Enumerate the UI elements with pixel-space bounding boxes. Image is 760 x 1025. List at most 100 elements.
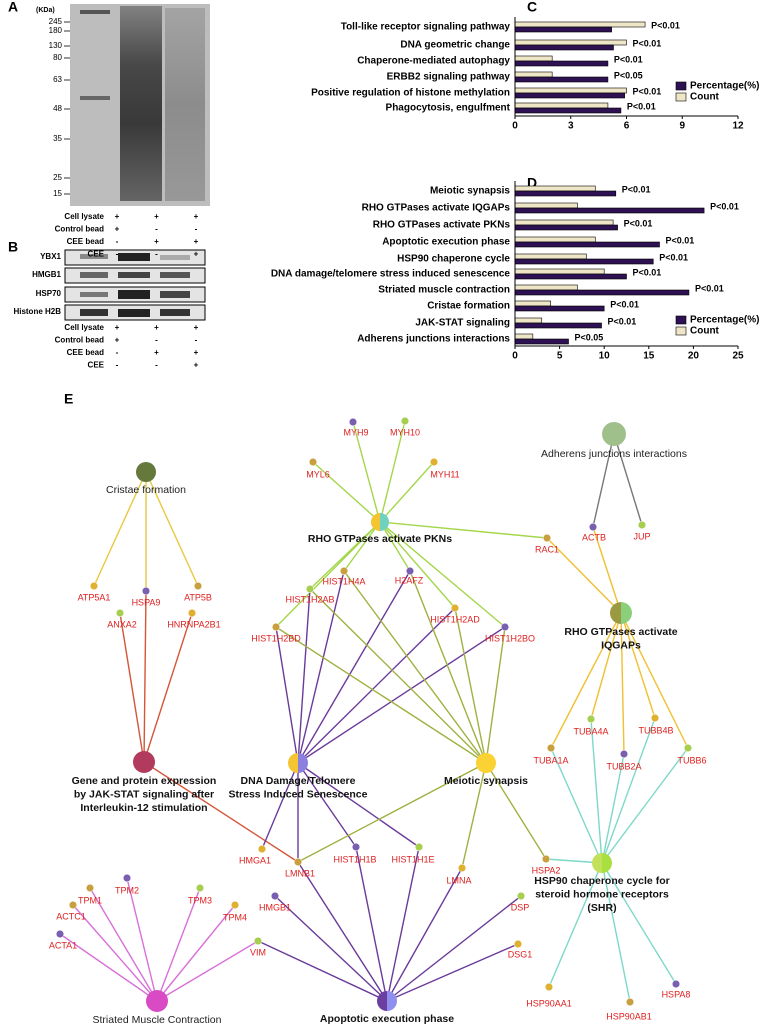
x-tick-label: 0 — [512, 351, 518, 362]
bar — [514, 55, 553, 62]
gene-node — [625, 997, 635, 1007]
pathway-label: Stress Induced Senescence — [229, 788, 368, 800]
protein-label: HSP70 — [36, 289, 62, 298]
bar — [514, 202, 578, 209]
network-edge — [379, 521, 456, 609]
pathway-node — [136, 462, 156, 482]
panel-label: D — [527, 175, 537, 191]
gene-label: HIST1H1B — [333, 854, 376, 864]
network-edge — [379, 521, 411, 572]
legend-swatch — [675, 81, 687, 91]
p-value: P<0.01 — [608, 316, 637, 326]
panel-label: B — [8, 239, 18, 255]
bar — [514, 284, 578, 291]
category-label: HSP90 chaperone cycle — [397, 254, 510, 265]
gene-node — [293, 857, 303, 867]
condition-sign: + — [194, 360, 199, 369]
p-value: P<0.01 — [633, 267, 662, 277]
protein-label: Histone H2B — [13, 307, 61, 316]
gene-node — [516, 891, 526, 901]
pathway-label: Striated Muscle Contraction — [93, 1014, 222, 1025]
network-edge — [352, 421, 381, 523]
network-edge — [275, 626, 299, 764]
gene-label: ATP5B — [184, 592, 212, 602]
network-edge — [355, 846, 388, 1002]
bar — [514, 92, 625, 99]
network-edge — [485, 762, 547, 860]
gene-label: TPM1 — [78, 895, 102, 905]
network-edge — [379, 461, 435, 523]
marker-label: 180 — [49, 26, 63, 35]
condition-sign: + — [194, 249, 199, 258]
p-value: P<0.05 — [575, 332, 604, 342]
network-edge — [601, 717, 656, 864]
gene-label: LMNB1 — [285, 868, 315, 878]
condition-sign: + — [154, 348, 159, 357]
network-edge — [461, 762, 487, 869]
pathway-node — [592, 853, 602, 873]
gene-node — [257, 844, 267, 854]
network-edge — [601, 747, 689, 864]
condition-sign: + — [194, 348, 199, 357]
gene-label: TUBB6 — [677, 755, 706, 765]
gene-node — [683, 743, 693, 753]
pathway-label: (SHR) — [587, 902, 616, 914]
gene-node — [270, 891, 280, 901]
network-edge — [275, 626, 487, 764]
network-edge — [257, 940, 388, 1002]
network-edge — [274, 895, 388, 1002]
bar — [514, 207, 705, 214]
x-tick-label: 12 — [732, 121, 744, 132]
bar — [514, 102, 609, 109]
category-label: DNA geometric change — [400, 40, 510, 51]
bar — [514, 305, 605, 312]
marker-label: 48 — [53, 104, 62, 113]
bar — [514, 185, 596, 192]
network-edge — [343, 521, 381, 572]
condition-sign: - — [155, 249, 158, 258]
gene-node — [671, 979, 681, 989]
network-edge — [613, 433, 643, 526]
network-edge — [386, 846, 420, 1002]
gene-label: HMGB1 — [259, 902, 291, 912]
network-edge — [386, 895, 522, 1002]
network-edge — [297, 762, 487, 863]
condition-label: Control bead — [55, 336, 104, 345]
category-label: DNA damage/telomere stress induced senes… — [271, 269, 511, 280]
p-value: P<0.05 — [614, 70, 643, 80]
marker-label: 35 — [53, 134, 62, 143]
pathway-label: IQGAPs — [601, 639, 641, 651]
bar — [514, 241, 660, 248]
gene-label: TPM4 — [223, 912, 247, 922]
gene-node — [405, 566, 415, 576]
legend-swatch — [675, 92, 687, 102]
gene-node — [500, 622, 510, 632]
gene-node — [457, 863, 467, 873]
bar — [514, 258, 654, 265]
gene-label: MYL6 — [306, 469, 330, 479]
gene-label: H2AFZ — [395, 575, 424, 585]
gene-label: DSG1 — [508, 949, 533, 959]
gene-label: JUP — [633, 531, 650, 541]
category-label: Adherens junctions interactions — [357, 334, 510, 345]
p-value: P<0.01 — [666, 235, 695, 245]
category-label: Striated muscle contraction — [378, 285, 510, 296]
network-edge — [297, 607, 456, 764]
gene-node — [348, 417, 358, 427]
gene-node — [619, 749, 629, 759]
condition-sign: - — [116, 360, 119, 369]
gene-node — [544, 982, 554, 992]
network-edge — [454, 607, 487, 764]
bar — [514, 338, 569, 345]
pathway-label: Meiotic synapsis — [444, 775, 528, 787]
marker-label: 245 — [49, 17, 63, 26]
pathway-node — [476, 753, 496, 773]
gene-label: HSPA8 — [662, 989, 691, 999]
gene-node — [586, 714, 596, 724]
bar — [514, 253, 587, 260]
x-tick-label: 10 — [599, 351, 611, 362]
condition-label: Cell lysate — [64, 323, 104, 332]
pathway-label: RHO GTPases activate — [564, 626, 677, 638]
pathway-label: Apoptotic execution phase — [320, 1013, 454, 1025]
